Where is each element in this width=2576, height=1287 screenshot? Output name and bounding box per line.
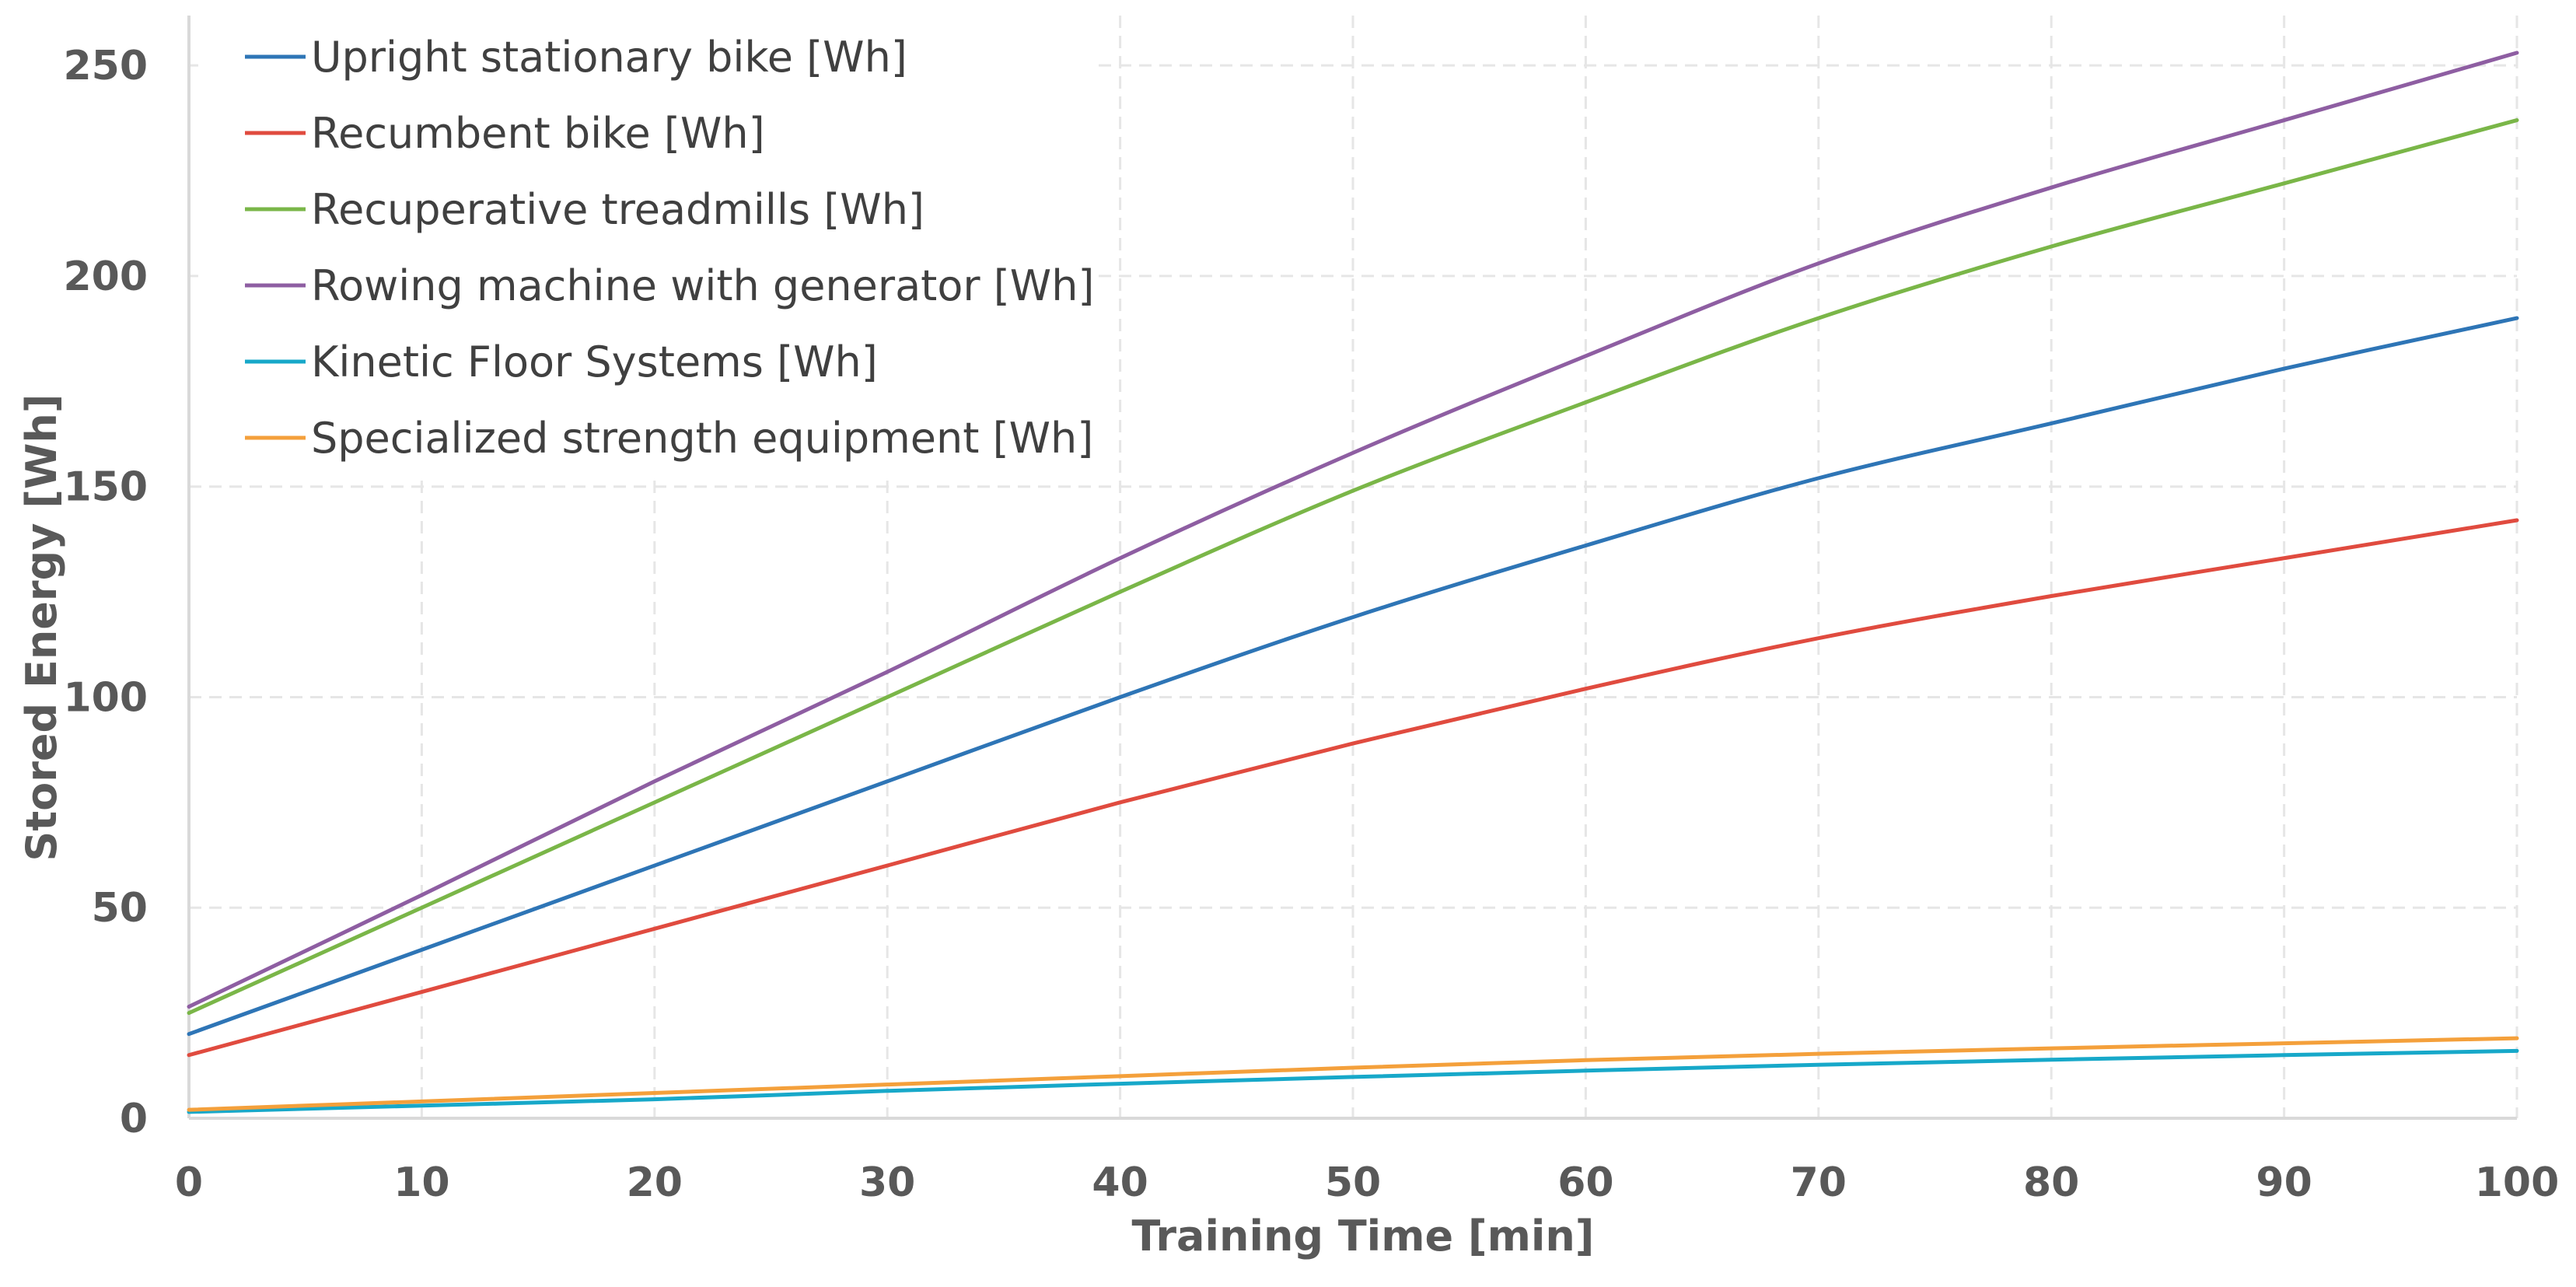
series-line-recumbent-bike [187, 518, 2519, 1058]
x-tick-label: 60 [1557, 1159, 1613, 1206]
y-axis-title: Stored Energy [Wh] [17, 393, 66, 861]
legend-label-kinetic-floor-systems: Kinetic Floor Systems [Wh] [311, 337, 878, 386]
series-line-specialized-strength-equipment [187, 1036, 2519, 1112]
legend-background [198, 14, 1092, 481]
y-tick-label: 0 [120, 1096, 148, 1142]
x-tick-label: 30 [859, 1159, 915, 1206]
series-line-kinetic-floor-systems [187, 1048, 2519, 1114]
series-lines [187, 51, 2519, 1114]
legend: Upright stationary bike [Wh] Recumbent bi… [198, 14, 1095, 481]
y-tick-label: 250 [63, 43, 148, 89]
x-tick-label: 10 [393, 1159, 449, 1206]
x-tick-label: 0 [175, 1159, 203, 1206]
x-axis-title: Training Time [min] [1132, 1212, 1595, 1261]
legend-label-specialized-strength-equipment: Specialized strength equipment [Wh] [311, 414, 1093, 463]
y-tick-label: 50 [92, 885, 148, 932]
series-line-upright-stationary-bike [187, 316, 2519, 1037]
y-tick-label: 200 [63, 254, 148, 300]
x-tick-label: 100 [2475, 1159, 2560, 1206]
y-tick-label: 150 [63, 464, 148, 511]
x-tick-label: 80 [2023, 1159, 2079, 1206]
x-tick-label: 70 [1791, 1159, 1847, 1206]
y-tick-labels: 0 50 100 150 200 250 [63, 43, 148, 1142]
x-tick-label: 50 [1325, 1159, 1381, 1206]
legend-label-recuperative-treadmills: Recuperative treadmills [Wh] [311, 185, 924, 234]
series-line-rowing-machine-with-generator [187, 51, 2519, 1009]
x-tick-label: 90 [2256, 1159, 2312, 1206]
y-tick-label: 100 [63, 674, 148, 721]
x-tick-labels: 0 10 20 30 40 50 60 70 80 90 100 [175, 1159, 2559, 1206]
axes [187, 16, 2517, 1120]
legend-label-upright-stationary-bike: Upright stationary bike [Wh] [311, 33, 907, 82]
x-tick-label: 20 [627, 1159, 683, 1206]
x-tick-label: 40 [1092, 1159, 1148, 1206]
legend-label-recumbent-bike: Recumbent bike [Wh] [311, 109, 765, 158]
legend-label-rowing-machine-with-generator: Rowing machine with generator [Wh] [311, 261, 1095, 310]
series-line-recuperative-treadmills [187, 118, 2519, 1016]
